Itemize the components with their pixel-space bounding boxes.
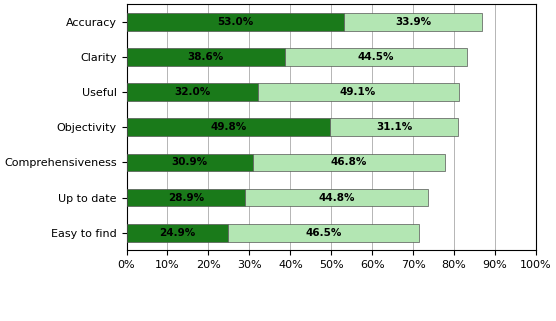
Text: 30.9%: 30.9% xyxy=(172,157,208,168)
Bar xyxy=(127,189,245,206)
Text: 53.0%: 53.0% xyxy=(217,17,253,27)
Text: 32.0%: 32.0% xyxy=(174,87,210,97)
Bar xyxy=(127,154,253,171)
Bar xyxy=(127,83,257,101)
Bar xyxy=(127,13,344,30)
Text: 33.9%: 33.9% xyxy=(395,17,431,27)
Bar xyxy=(285,48,467,66)
Text: 38.6%: 38.6% xyxy=(187,52,224,62)
Bar xyxy=(127,224,229,242)
Bar xyxy=(245,189,428,206)
Text: 44.8%: 44.8% xyxy=(319,193,355,203)
Bar xyxy=(330,118,458,136)
Bar xyxy=(253,154,445,171)
Text: 46.5%: 46.5% xyxy=(305,228,342,238)
Text: 24.9%: 24.9% xyxy=(160,228,196,238)
Text: 49.1%: 49.1% xyxy=(340,87,376,97)
Text: 46.8%: 46.8% xyxy=(331,157,367,168)
Text: 28.9%: 28.9% xyxy=(167,193,203,203)
Bar xyxy=(127,118,330,136)
Text: 31.1%: 31.1% xyxy=(376,122,412,132)
Bar xyxy=(127,48,285,66)
Bar xyxy=(344,13,483,30)
Text: 49.8%: 49.8% xyxy=(210,122,247,132)
Bar xyxy=(229,224,419,242)
Text: 44.5%: 44.5% xyxy=(358,52,394,62)
Bar xyxy=(257,83,459,101)
